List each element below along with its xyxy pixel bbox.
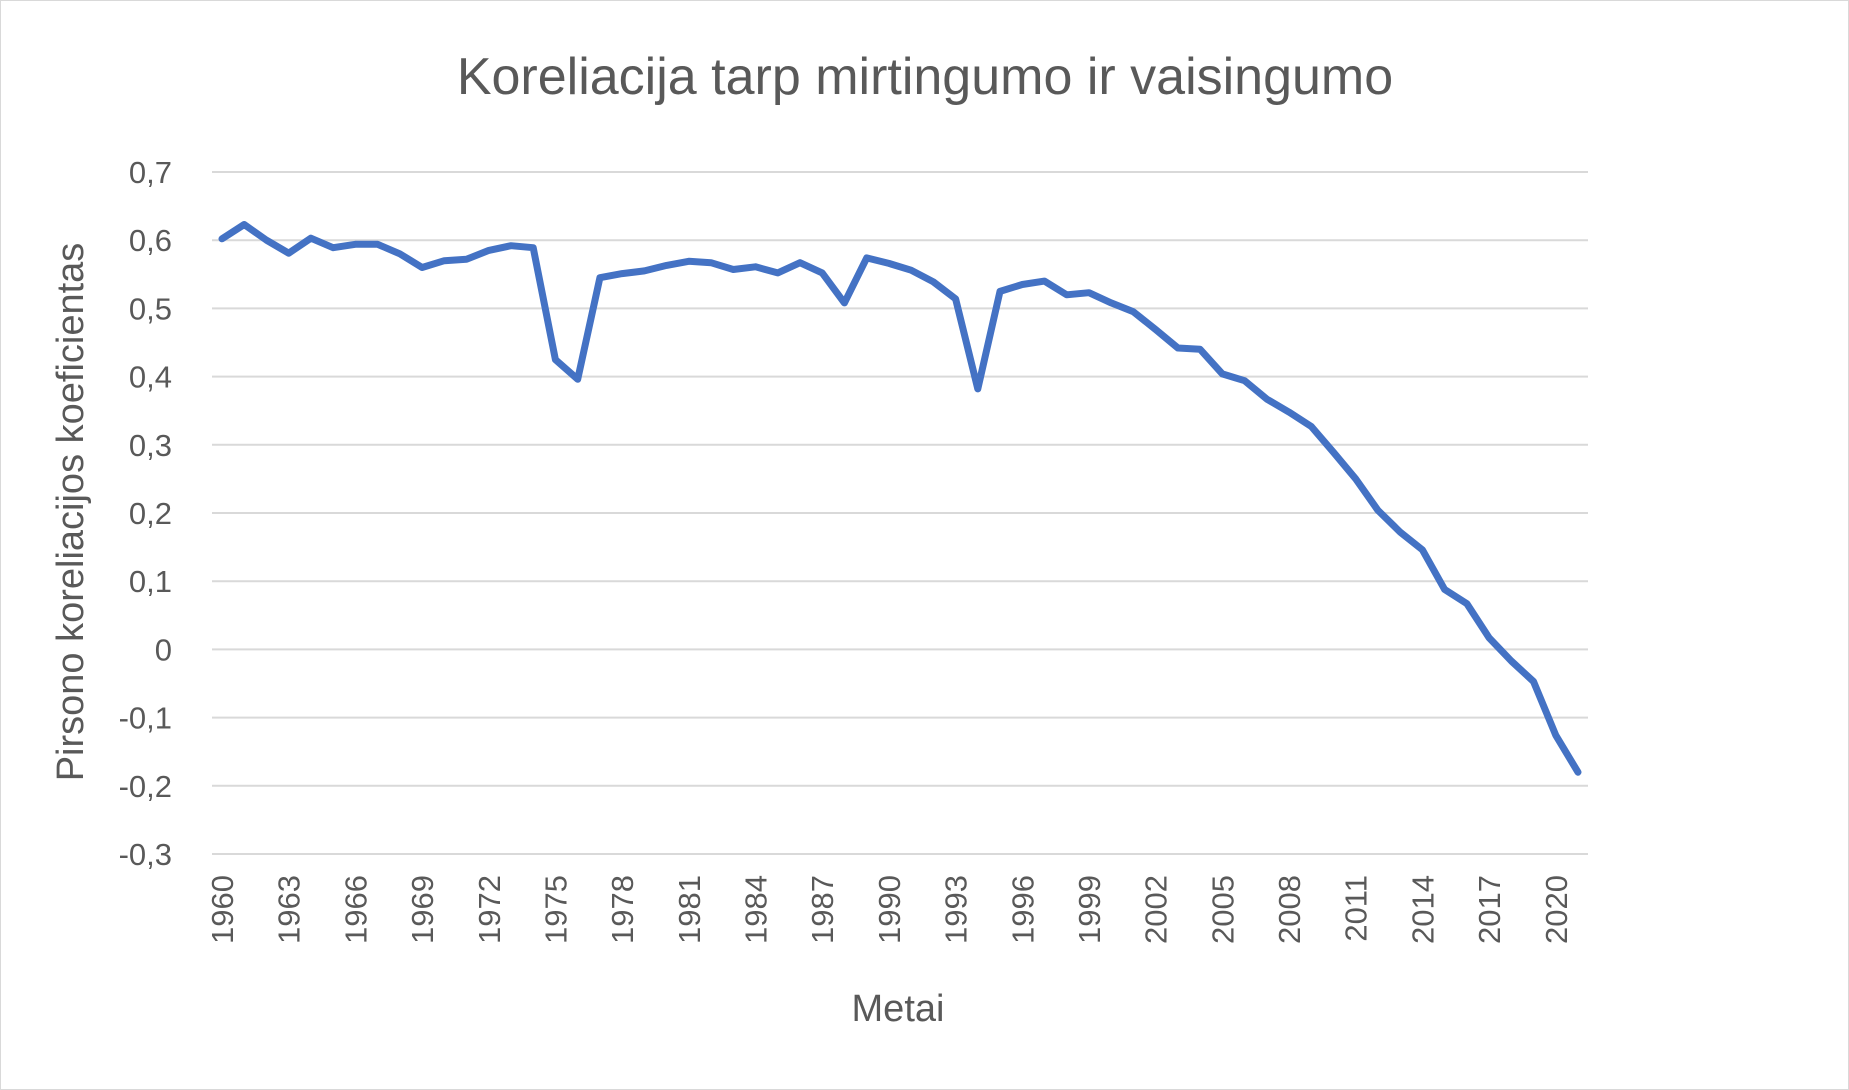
x-tick-label: 1978	[605, 875, 640, 944]
x-tick-label: 2002	[1139, 875, 1174, 944]
x-tick-label: 2017	[1472, 875, 1507, 944]
series-line	[218, 221, 1582, 776]
y-tick-label: 0,1	[129, 564, 172, 599]
x-tick-label: 1993	[939, 875, 974, 944]
y-tick-label: 0,4	[129, 360, 172, 395]
x-tick-label: 2008	[1272, 875, 1307, 944]
y-tick-label: -0,1	[119, 701, 172, 736]
x-tick-label: 1999	[1072, 875, 1107, 944]
x-tick-label: 1969	[405, 875, 440, 944]
y-tick-label: 0	[155, 632, 172, 667]
x-tick-label: 1966	[338, 875, 373, 944]
series-layer	[218, 221, 1582, 776]
x-tick-label: 2014	[1405, 875, 1440, 944]
y-tick-label: -0,2	[119, 769, 172, 804]
x-tick-label: 1996	[1005, 875, 1040, 944]
x-axis-label: Metai	[852, 988, 945, 1030]
x-tick-label: 1990	[872, 875, 907, 944]
x-tick-label: 1981	[672, 875, 707, 944]
x-tick-label: 2011	[1339, 875, 1374, 942]
y-tick-label: 0,5	[129, 291, 172, 326]
x-tick-label: 2005	[1205, 875, 1240, 944]
y-tick-label: 0,6	[129, 223, 172, 258]
y-tick-label: 0,3	[129, 428, 172, 463]
y-axis-ticks: 0,7 0,6 0,5 0,4 0,3 0,2 0,1 0 -0,1 -0,2 -0,3	[119, 155, 172, 872]
x-tick-label: 1972	[472, 875, 507, 944]
x-tick-label: 1987	[805, 875, 840, 944]
gridlines	[212, 171, 1588, 855]
x-tick-label: 1975	[538, 875, 573, 944]
chart-title: Koreliacija tarp mirtingumo ir vaisingum…	[457, 48, 1393, 106]
y-axis-label: Pirsono koreliacijos koeficientas	[50, 243, 92, 782]
x-tick-label: 1960	[205, 875, 240, 944]
x-tick-label: 2020	[1539, 875, 1574, 944]
y-tick-label: 0,2	[129, 496, 172, 531]
y-tick-label: 0,7	[129, 155, 172, 190]
x-tick-label: 1963	[272, 875, 307, 944]
y-tick-label: -0,3	[119, 837, 172, 872]
x-axis-ticks: 1960 1963 1966 1969 1972 1975 1978 1981 1984 1987…	[205, 875, 1574, 944]
x-tick-label: 1984	[739, 875, 774, 944]
